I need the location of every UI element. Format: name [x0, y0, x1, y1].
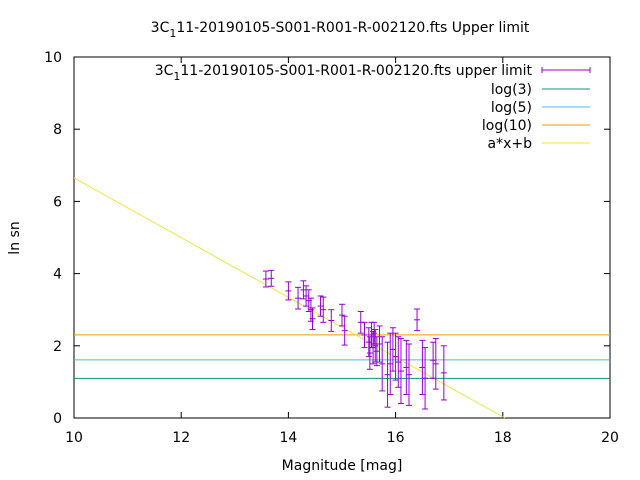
y-tick-label: 10: [44, 50, 62, 66]
data-point: [371, 321, 378, 345]
x-tick-label: 12: [172, 430, 190, 446]
data-point: [414, 308, 421, 332]
data-point: [365, 327, 372, 358]
data-point: [317, 295, 324, 317]
y-tick-label: 2: [53, 339, 62, 355]
data-point: [373, 336, 380, 367]
data-point: [430, 341, 437, 379]
data-point: [262, 270, 269, 288]
x-axis-label: Magnitude [mag]: [282, 458, 403, 474]
data-point: [406, 343, 412, 406]
x-tick-label: 18: [494, 430, 512, 446]
y-axis-label: ln sn: [7, 221, 23, 254]
x-tick-label: 16: [387, 430, 405, 446]
y-tick-label: 4: [53, 267, 62, 283]
x-tick-label: 10: [65, 430, 83, 446]
legend: 3C111-20190105-S001-R001-R-002120.fts up…: [155, 63, 591, 152]
data-point: [397, 338, 404, 405]
y-tick-labels: 0 2 4 6 8 10: [44, 50, 62, 427]
y-tick-label: 0: [53, 411, 62, 427]
data-point: [379, 336, 386, 392]
data-point: [395, 336, 402, 388]
data-point: [341, 315, 348, 346]
y-tick-label: 6: [53, 194, 62, 210]
data-point: [285, 281, 292, 301]
axis-ticks: [73, 56, 611, 419]
x-tick-label: 14: [279, 430, 297, 446]
errorbar-series: [262, 269, 447, 410]
data-point: [339, 303, 345, 327]
data-point: [384, 341, 391, 408]
data-point: [419, 339, 426, 396]
legend-label-log3: log(3): [491, 82, 532, 98]
data-point: [387, 332, 394, 396]
data-point: [440, 345, 447, 401]
data-point: [361, 321, 368, 349]
series-lines: [73, 177, 610, 419]
legend-label-log5: log(5): [491, 100, 532, 116]
legend-label-fit: a*x+b: [488, 136, 533, 152]
data-point: [268, 269, 275, 287]
data-point: [392, 332, 399, 381]
plot-frame: [73, 56, 611, 419]
data-point: [389, 327, 396, 372]
x-tick-labels: 10 12 14 16 18 20: [65, 430, 619, 446]
data-point: [422, 347, 429, 410]
y-tick-label: 8: [53, 122, 62, 138]
data-point: [309, 307, 316, 331]
data-point: [328, 309, 335, 332]
data-point: [303, 285, 310, 307]
data-point: [403, 339, 410, 396]
data-point: [432, 338, 439, 390]
legend-label-errorbar: 3C111-20190105-S001-R001-R-002120.fts up…: [155, 63, 533, 83]
x-tick-label: 20: [601, 430, 619, 446]
data-point: [295, 286, 302, 310]
data-point: [376, 325, 383, 363]
fit-line: [73, 177, 506, 419]
data-point: [320, 296, 327, 323]
legend-swatches: [541, 67, 591, 144]
chart-title: 3C111-20190105-S001-R001-R-002120.fts Up…: [151, 20, 530, 40]
legend-label-log10: log(10): [482, 118, 532, 134]
